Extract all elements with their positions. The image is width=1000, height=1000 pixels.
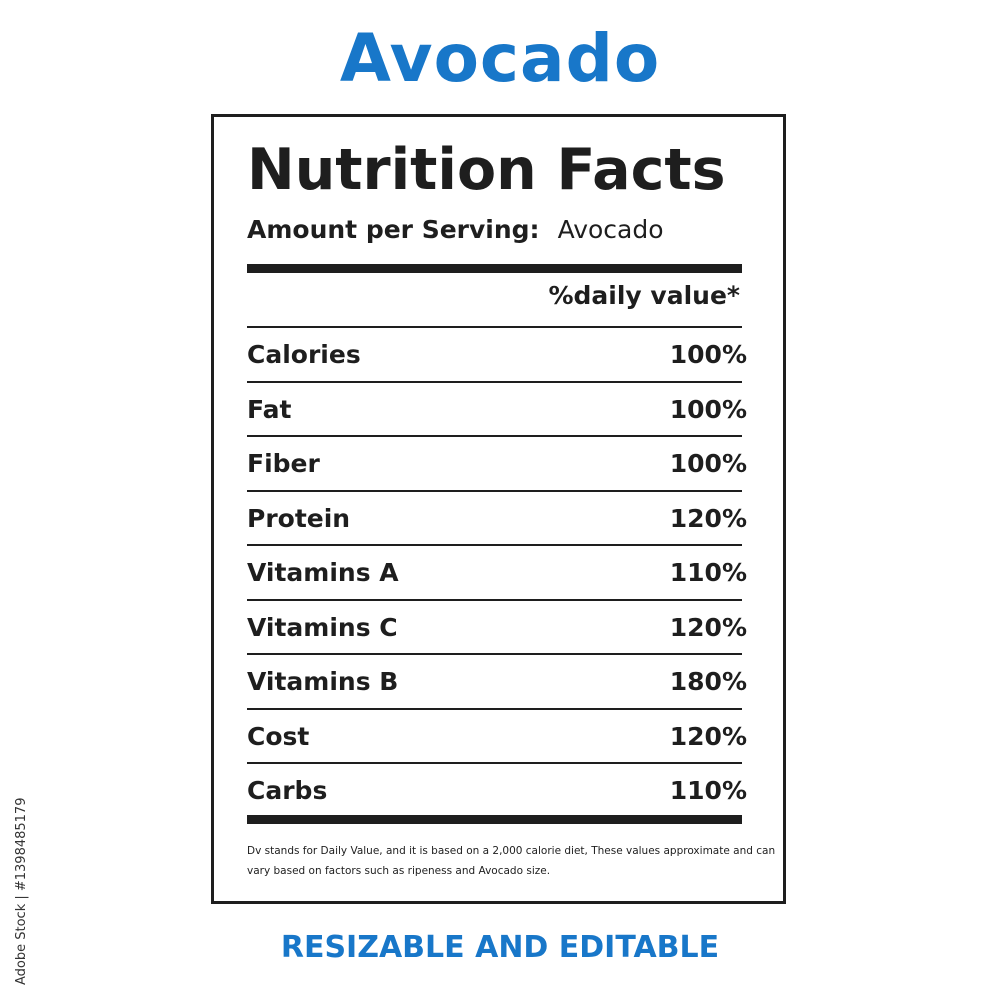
serving-line: Amount per Serving: Avocado bbox=[247, 215, 664, 244]
nutrient-value: 110% bbox=[669, 558, 747, 587]
nutrient-row: Vitamins B 180% bbox=[247, 653, 747, 708]
page-title: Avocado bbox=[339, 20, 661, 97]
footnote: Dv stands for Daily Value, and it is bas… bbox=[247, 845, 776, 877]
nutrient-value: 120% bbox=[669, 721, 747, 751]
nutrient-name: Fiber bbox=[247, 449, 320, 478]
nutrient-name: Cost bbox=[247, 721, 310, 751]
nutrition-heading: Nutrition Facts bbox=[247, 137, 726, 203]
nutrient-row: Vitamins A 110% bbox=[247, 544, 747, 599]
nutrient-row: Protein 120% bbox=[247, 489, 747, 545]
nutrient-value: 120% bbox=[669, 612, 747, 642]
bottom-divider bbox=[247, 815, 742, 824]
serving-label: Amount per Serving: bbox=[247, 215, 540, 244]
nutrient-value: 110% bbox=[669, 776, 747, 805]
nutrient-name: Carbs bbox=[247, 776, 328, 805]
nutrient-row: Calories 100% bbox=[247, 326, 747, 381]
top-divider bbox=[247, 264, 742, 273]
serving-value: Avocado bbox=[557, 215, 664, 244]
nutrient-name: Calories bbox=[247, 340, 361, 369]
footer-caption: RESIZABLE AND EDITABLE bbox=[280, 930, 720, 965]
nutrient-value: 100% bbox=[669, 340, 747, 369]
nutrient-row: Carbs 110% bbox=[247, 762, 747, 817]
nutrient-name: Fat bbox=[247, 394, 292, 424]
nutrient-value: 100% bbox=[669, 394, 747, 424]
nutrient-name: Vitamins A bbox=[247, 558, 399, 587]
stock-id-watermark: Adobe Stock | #1398485179 bbox=[14, 797, 29, 985]
nutrient-row: Fat 100% bbox=[247, 380, 747, 436]
nutrient-name: Vitamins B bbox=[247, 667, 399, 696]
nutrient-value: 120% bbox=[669, 503, 747, 533]
nutrient-value: 100% bbox=[669, 449, 747, 478]
nutrient-name: Protein bbox=[247, 503, 351, 533]
nutrient-row: Fiber 100% bbox=[247, 435, 747, 490]
nutrient-row: Cost 120% bbox=[247, 707, 747, 763]
daily-value-header: %daily value* bbox=[548, 281, 740, 310]
nutrient-value: 180% bbox=[669, 667, 747, 696]
nutrition-label: Nutrition Facts Amount per Serving: Avoca… bbox=[211, 114, 786, 904]
nutrient-name: Vitamins C bbox=[247, 612, 398, 642]
nutrient-row: Vitamins C 120% bbox=[247, 598, 747, 654]
nutrient-list: Calories 100% Fat 100% Fiber 100% Protei… bbox=[247, 326, 747, 817]
